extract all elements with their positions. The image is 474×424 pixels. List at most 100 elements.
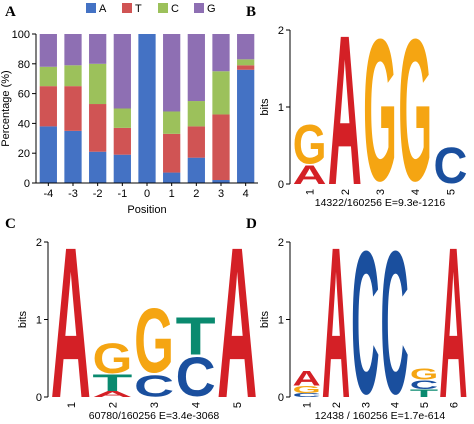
y-axis-label: bits — [259, 98, 271, 116]
logo-letter-A-pos2: A — [92, 389, 132, 399]
x-tick-label: -1 — [117, 188, 127, 200]
bar-C--4 — [39, 66, 57, 87]
logo-letter-A-pos5: A — [217, 204, 257, 424]
position-label: 1 — [66, 402, 78, 408]
bar-T-1 — [163, 133, 181, 173]
legend-label-T: T — [135, 3, 142, 15]
panel-a: A 0 20 40 60 80 100 Percentage (%) -4 -3 -2 -1 0 1 2 3 4… — [0, 3, 258, 216]
legend-swatch-A — [86, 3, 96, 13]
logo-letter-A-pos2: A — [322, 202, 350, 424]
bar-G--3 — [64, 34, 82, 66]
y-tick-label: 1 — [278, 315, 284, 327]
logo-letter-G-pos4: G — [398, 0, 432, 224]
bar-A--1 — [113, 154, 131, 183]
y-tick-label: 1 — [278, 102, 284, 114]
logo-letter-G-pos1: G — [293, 384, 321, 396]
logo-letter-C-pos1: C — [293, 392, 321, 398]
y-tick-label: 100 — [12, 29, 30, 41]
bar-G--4 — [39, 34, 57, 67]
logo-letter-C-pos5: C — [433, 138, 467, 194]
y-tick-label: 40 — [18, 118, 30, 130]
position-label: 2 — [107, 402, 119, 408]
bar-G-4 — [237, 34, 255, 60]
x-tick-label: -3 — [68, 188, 78, 200]
legend-swatch-C — [158, 3, 168, 13]
y-tick-label: 60 — [18, 89, 30, 101]
bar-C--1 — [113, 108, 131, 128]
bar-A--3 — [64, 130, 82, 183]
panel-letter-b: B — [246, 4, 256, 20]
logo-letter-G-pos3: G — [363, 0, 397, 224]
position-label: 4 — [410, 189, 422, 195]
y-tick-label: 2 — [278, 25, 284, 37]
logo-letter-G-pos1: G — [293, 113, 327, 176]
bar-T--2 — [89, 104, 107, 152]
y-tick-label: 0 — [278, 392, 284, 404]
y-axis-label: bits — [259, 310, 271, 328]
x-tick-label: 4 — [243, 188, 249, 200]
y-tick-label: 2 — [36, 237, 42, 249]
y-tick-label: 20 — [18, 148, 30, 160]
position-label: 4 — [390, 402, 402, 408]
x-tick-label: 1 — [169, 188, 175, 200]
position-label: 4 — [191, 402, 203, 408]
bar-G--1 — [113, 34, 131, 109]
logo-caption: 60780/160256 E=3.4e-3068 — [89, 410, 220, 422]
position-label: 3 — [375, 189, 387, 195]
logo-letter-A-pos1: A — [293, 160, 327, 190]
position-label: 5 — [445, 189, 457, 195]
legend-swatch-G — [194, 3, 204, 13]
x-tick-label: 3 — [218, 188, 224, 200]
bar-C--2 — [89, 63, 107, 105]
position-label: 2 — [340, 189, 352, 195]
logo-letter-G-pos5: G — [410, 366, 438, 383]
y-tick-label: 0 — [36, 392, 42, 404]
legend-swatch-T — [122, 3, 132, 13]
y-tick-label: 1 — [36, 315, 42, 327]
logo-letter-G-pos2: G — [92, 335, 132, 383]
logo-letter-A-pos2: A — [328, 0, 362, 230]
y-tick-label: 0 — [24, 178, 30, 190]
position-label: 3 — [360, 402, 372, 408]
logo-letter-C-pos3: C — [134, 369, 174, 403]
bar-A--4 — [39, 126, 57, 183]
x-tick-label: -4 — [43, 188, 53, 200]
bar-T--4 — [39, 86, 57, 127]
legend-label-G: G — [207, 3, 216, 15]
bar-A-1 — [163, 172, 181, 183]
position-label: 6 — [448, 402, 460, 408]
logo-letter-C-pos3: C — [351, 210, 379, 424]
logo-letter-A-pos1: A — [293, 366, 321, 391]
bar-A--2 — [89, 151, 107, 183]
position-label: 2 — [331, 402, 343, 408]
logo-letter-C-pos4: C — [176, 346, 216, 408]
logo-caption: 12438 / 160256 E=1.7e-614 — [315, 410, 446, 422]
logo-letter-T-pos2: T — [92, 370, 132, 396]
position-label: 5 — [232, 402, 244, 408]
logo-letter-A-pos6: A — [439, 202, 467, 424]
bar-C--3 — [64, 65, 82, 87]
bar-C-4 — [237, 59, 255, 66]
bar-T--1 — [113, 127, 131, 155]
bar-T-2 — [187, 126, 205, 158]
bar-C-3 — [212, 71, 230, 115]
position-label: 1 — [302, 402, 314, 408]
y-tick-label: 0 — [278, 179, 284, 191]
logo-letter-T-pos5: T — [410, 388, 439, 400]
logo-caption: 14322/160256 E=9.3e-1216 — [315, 197, 446, 209]
y-tick-label: 2 — [278, 237, 284, 249]
bar-G-1 — [163, 34, 181, 112]
logo-letter-G-pos3: G — [134, 289, 174, 392]
x-tick-label: -2 — [93, 188, 103, 200]
panel-letter-c: C — [5, 216, 16, 232]
logo-letter-A-pos1: A — [51, 204, 91, 424]
logo-letter-C-pos5: C — [410, 378, 438, 392]
legend-label-C: C — [171, 3, 179, 15]
y-axis-label: bits — [17, 310, 29, 328]
x-tick-label: 2 — [193, 188, 199, 200]
y-tick-label: 80 — [18, 59, 30, 71]
